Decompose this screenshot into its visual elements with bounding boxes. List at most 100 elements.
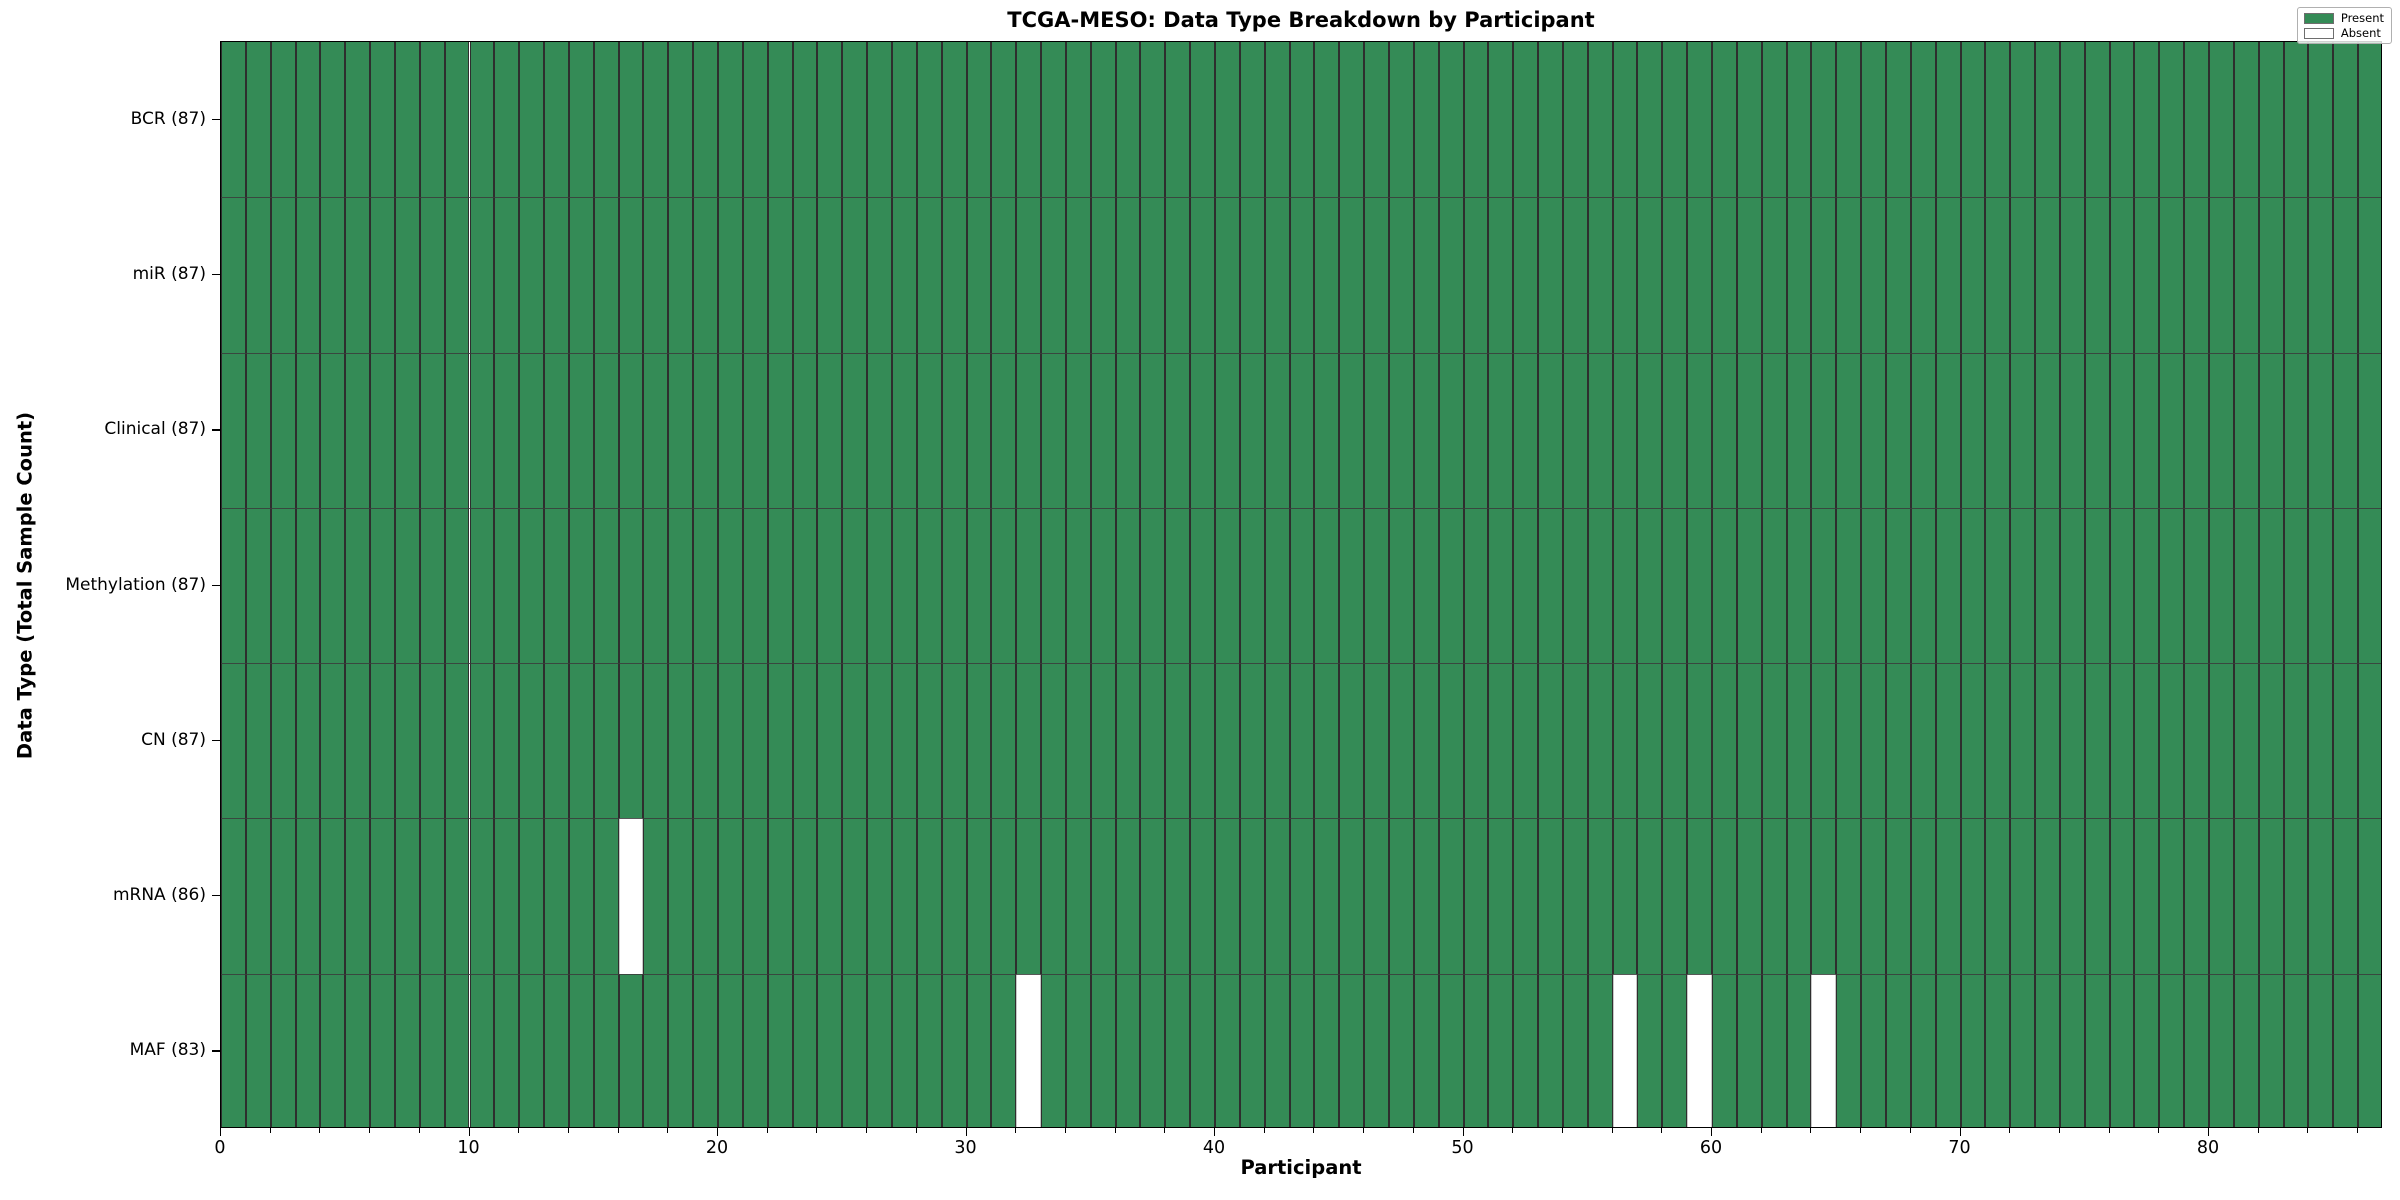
heatmap-cell-present — [991, 818, 1017, 974]
heatmap-cell-present — [1960, 42, 1986, 198]
heatmap-cell-present — [1165, 352, 1191, 508]
heatmap-cell-present — [1314, 973, 1340, 1127]
heatmap-cell-present — [891, 663, 917, 819]
heatmap-cell-present — [966, 42, 992, 198]
heatmap-cell-present — [867, 42, 892, 198]
x-axis-minor-tick — [1661, 1128, 1663, 1133]
heatmap-cell-present — [1388, 42, 1414, 198]
heatmap-cell-present — [1413, 973, 1439, 1127]
heatmap-cell-present — [1314, 42, 1340, 198]
heatmap-cell-present — [1413, 197, 1439, 353]
heatmap-cell-present — [1289, 352, 1315, 508]
heatmap-cell-present — [1140, 197, 1166, 353]
heatmap-cell-present — [1065, 818, 1091, 974]
heatmap-cell-present — [643, 197, 669, 353]
heatmap-cell-present — [444, 197, 470, 353]
heatmap-cell-present — [1165, 973, 1191, 1127]
heatmap-cell-present — [1090, 352, 1116, 508]
heatmap-cell-present — [1637, 42, 1663, 198]
heatmap-cell-present — [1811, 197, 1837, 353]
heatmap-cell-present — [742, 197, 768, 353]
heatmap-cell-present — [1910, 663, 1936, 819]
heatmap-cell-present — [2258, 352, 2284, 508]
heatmap-cell-present — [1811, 818, 1837, 974]
heatmap-cell-present — [668, 507, 694, 664]
heatmap-cell-present — [1488, 663, 1514, 819]
heatmap-cell-present — [394, 197, 420, 353]
heatmap-cell-present — [345, 197, 371, 353]
heatmap-cell-present — [444, 663, 470, 819]
heatmap-cell-present — [2035, 352, 2060, 508]
heatmap-cell-present — [2258, 663, 2284, 819]
heatmap-cell-present — [593, 973, 619, 1127]
heatmap-cell-present — [693, 973, 718, 1127]
heatmap-cell-present — [1811, 352, 1837, 508]
heatmap-cell-present — [1016, 197, 1042, 353]
heatmap-cell-present — [1314, 197, 1340, 353]
x-axis-minor-tick — [1909, 1128, 1911, 1133]
heatmap-cell-present — [568, 507, 594, 664]
heatmap-cell-present — [1612, 663, 1638, 819]
y-axis-label: Data Type (Total Sample Count) — [13, 411, 37, 760]
heatmap-cell-present — [1662, 663, 1688, 819]
heatmap-cell-present — [2283, 352, 2309, 508]
chart-title: TCGA-MESO: Data Type Breakdown by Partic… — [1007, 8, 1595, 32]
heatmap-cell-present — [842, 42, 868, 198]
heatmap-cell-present — [1885, 352, 1911, 508]
heatmap-cell-present — [2209, 507, 2234, 664]
heatmap-cell-present — [1364, 507, 1389, 664]
heatmap-cell-present — [444, 42, 470, 198]
heatmap-cell-present — [1712, 42, 1737, 198]
x-axis-tick-mark — [2208, 1128, 2210, 1136]
heatmap-cell-present — [1587, 973, 1613, 1127]
heatmap-cell-present — [891, 507, 917, 664]
heatmap-cell-present — [817, 507, 843, 664]
heatmap-cell-present — [345, 973, 371, 1127]
heatmap-cell-present — [2209, 973, 2234, 1127]
heatmap-cell-present — [1935, 352, 1961, 508]
heatmap-cell-present — [1165, 663, 1191, 819]
heatmap-cell-present — [1662, 42, 1688, 198]
heatmap-cell-present — [2134, 42, 2160, 198]
legend-item[interactable]: Absent — [2303, 27, 2384, 39]
heatmap-cell-present — [1935, 42, 1961, 198]
heatmap-cell-present — [2283, 818, 2309, 974]
heatmap-cell-present — [1016, 663, 1042, 819]
heatmap-cell-present — [2059, 352, 2085, 508]
heatmap-cell-present — [1140, 663, 1166, 819]
heatmap-cell-present — [991, 352, 1017, 508]
heatmap-row — [221, 663, 2381, 819]
heatmap-cell-present — [742, 663, 768, 819]
heatmap-cell-present — [1935, 197, 1961, 353]
heatmap-cell-present — [2059, 42, 2085, 198]
heatmap-cell-present — [1587, 818, 1613, 974]
heatmap-cell-present — [1289, 507, 1315, 664]
legend-item[interactable]: Present — [2303, 12, 2384, 24]
heatmap-cell-present — [1612, 197, 1638, 353]
heatmap-cell-present — [792, 818, 818, 974]
heatmap-cell-present — [221, 818, 246, 974]
heatmap-cell-present — [1090, 42, 1116, 198]
y-axis-tick-label: MAF (83) — [129, 1040, 206, 1061]
heatmap-cell-present — [593, 42, 619, 198]
heatmap-cell-present — [221, 197, 246, 353]
heatmap-cell-present — [544, 352, 569, 508]
heatmap-cell-present — [2109, 352, 2135, 508]
heatmap-cell-present — [1339, 973, 1365, 1127]
heatmap-cell-present — [1190, 352, 1216, 508]
heatmap-cell-present — [1587, 352, 1613, 508]
heatmap-cell-present — [2283, 197, 2309, 353]
heatmap-cell-present — [2035, 973, 2060, 1127]
heatmap-cell-present — [1811, 42, 1837, 198]
heatmap-cell-present — [1264, 507, 1290, 664]
heatmap-cell-present — [1239, 197, 1265, 353]
heatmap-cell-present — [1836, 42, 1862, 198]
heatmap-cell-present — [2159, 42, 2185, 198]
heatmap-cell-present — [1935, 507, 1961, 664]
heatmap-cell-present — [2258, 818, 2284, 974]
heatmap-cell-present — [916, 197, 942, 353]
x-axis-minor-tick — [1561, 1128, 1563, 1133]
heatmap-cell-present — [1438, 663, 1464, 819]
heatmap-cell-present — [891, 352, 917, 508]
heatmap-cell-present — [1910, 818, 1936, 974]
